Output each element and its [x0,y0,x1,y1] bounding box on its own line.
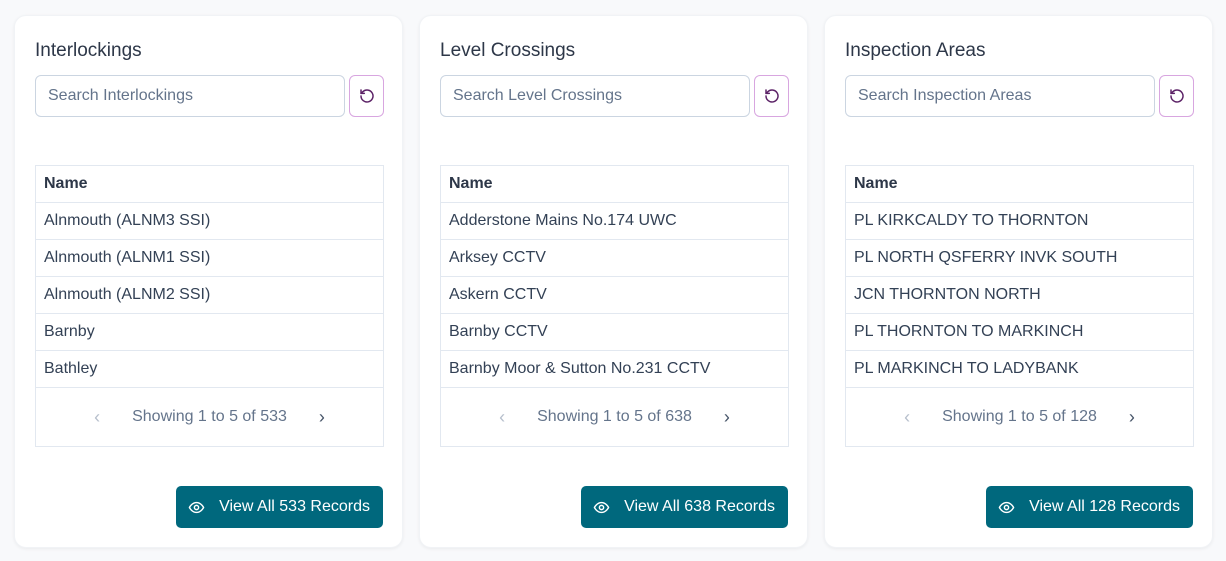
records-table: Name Alnmouth (ALNM3 SSI) Alnmouth (ALNM… [35,165,384,447]
search-input[interactable] [35,75,345,117]
eye-icon [998,501,1015,513]
view-all-label: View All 533 Records [219,498,370,515]
table-row[interactable]: Barnby [36,314,383,351]
table-row[interactable]: Adderstone Mains No.174 UWC [441,203,788,240]
table-row[interactable]: Alnmouth (ALNM1 SSI) [36,240,383,277]
view-all-records-button[interactable]: View All 638 Records [581,486,788,528]
table-row[interactable]: Barnby Moor & Sutton No.231 CCTV [441,351,788,388]
pagination-text: Showing 1 to 5 of 638 [537,408,692,425]
panel-title: Level Crossings [440,40,576,61]
table-row[interactable]: PL NORTH QSFERRY INVK SOUTH [846,240,1193,277]
interlockings-panel: Interlockings Name Alnmouth (ALNM3 SSI) … [14,15,403,548]
rotate-ccw-icon [1169,89,1184,103]
view-all-label: View All 638 Records [624,498,775,515]
chevron-left-icon[interactable]: ‹ [94,406,101,427]
view-all-records-button[interactable]: View All 533 Records [176,486,383,528]
table-row[interactable]: Alnmouth (ALNM2 SSI) [36,277,383,314]
table-row[interactable]: Arksey CCTV [441,240,788,277]
pagination-text: Showing 1 to 5 of 533 [132,408,287,425]
rotate-ccw-icon [764,89,779,103]
table-row[interactable]: Alnmouth (ALNM3 SSI) [36,203,383,240]
inspection-areas-panel: Inspection Areas Name PL KIRKCALDY TO TH… [824,15,1213,548]
reset-button[interactable] [349,75,384,117]
table-row[interactable]: PL KIRKCALDY TO THORNTON [846,203,1193,240]
chevron-right-icon[interactable]: › [723,406,730,427]
pagination: ‹ Showing 1 to 5 of 533 › [36,388,383,446]
level-crossings-panel: Level Crossings Name Adderstone Mains No… [419,15,808,548]
reset-button[interactable] [754,75,789,117]
table-row[interactable]: JCN THORNTON NORTH [846,277,1193,314]
eye-icon [593,501,610,513]
column-header-name: Name [441,166,788,203]
view-all-label: View All 128 Records [1029,498,1180,515]
view-all-records-button[interactable]: View All 128 Records [986,486,1193,528]
chevron-left-icon[interactable]: ‹ [499,406,506,427]
table-row[interactable]: PL MARKINCH TO LADYBANK [846,351,1193,388]
column-header-name: Name [846,166,1193,203]
table-row[interactable]: PL THORNTON TO MARKINCH [846,314,1193,351]
pagination: ‹ Showing 1 to 5 of 128 › [846,388,1193,446]
eye-icon [188,501,205,513]
panel-title: Interlockings [35,40,142,61]
reset-button[interactable] [1159,75,1194,117]
search-input[interactable] [440,75,750,117]
chevron-right-icon[interactable]: › [318,406,325,427]
table-row[interactable]: Bathley [36,351,383,388]
records-table: Name PL KIRKCALDY TO THORNTON PL NORTH Q… [845,165,1194,447]
table-row[interactable]: Askern CCTV [441,277,788,314]
panel-title: Inspection Areas [845,40,986,61]
search-input[interactable] [845,75,1155,117]
pagination-text: Showing 1 to 5 of 128 [942,408,1097,425]
rotate-ccw-icon [359,89,374,103]
chevron-right-icon[interactable]: › [1128,406,1135,427]
chevron-left-icon[interactable]: ‹ [904,406,911,427]
table-row[interactable]: Barnby CCTV [441,314,788,351]
pagination: ‹ Showing 1 to 5 of 638 › [441,388,788,446]
records-table: Name Adderstone Mains No.174 UWC Arksey … [440,165,789,447]
column-header-name: Name [36,166,383,203]
